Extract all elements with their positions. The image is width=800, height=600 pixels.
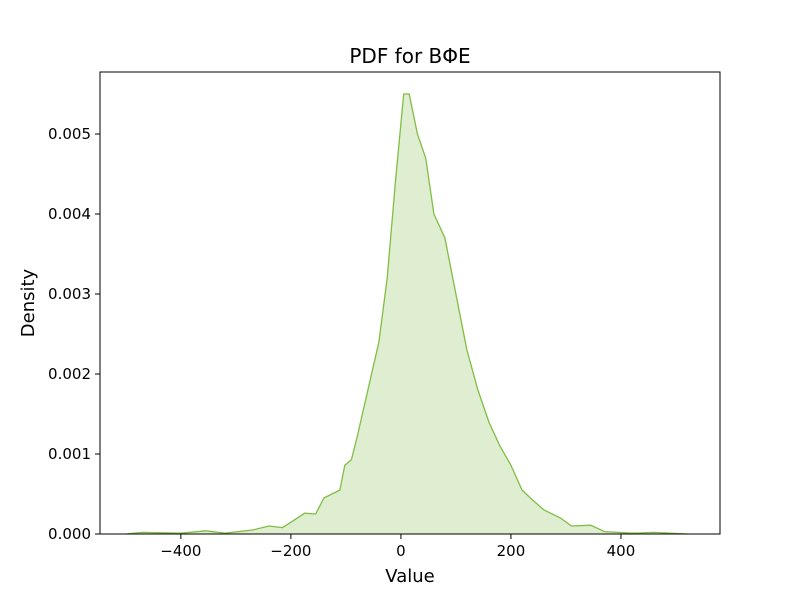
x-tick-label: −200 [270, 542, 311, 560]
y-tick-label: 0.003 [48, 285, 91, 303]
y-tick-label: 0.004 [48, 205, 91, 223]
area-fill [125, 94, 687, 534]
x-tick-label: 200 [497, 542, 526, 560]
y-tick-label: 0.002 [48, 365, 91, 383]
plot-frame [99, 71, 721, 535]
chart-title: PDF for BΦE [349, 44, 470, 68]
x-axis-label: Value [385, 566, 434, 587]
density-line [125, 93, 688, 535]
x-tick-label: 400 [607, 542, 636, 560]
y-tick-label: 0.005 [48, 125, 91, 143]
y-tick-label: 0.000 [48, 525, 91, 543]
x-tick-label: −400 [160, 542, 201, 560]
y-tick-label: 0.001 [48, 445, 91, 463]
x-tick-label: 0 [396, 542, 406, 560]
y-axis-label: Density [18, 268, 39, 337]
